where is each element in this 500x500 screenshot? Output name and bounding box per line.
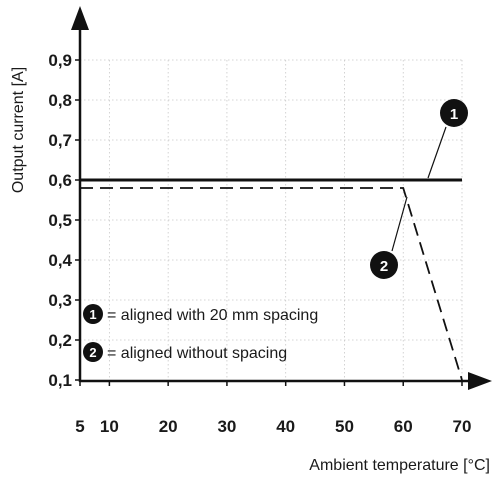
series-1-leader	[427, 126, 447, 179]
x-tick-label: 60	[394, 417, 413, 436]
legend-item-2: 2 = aligned without spacing	[83, 342, 287, 362]
grid	[80, 59, 463, 380]
x-tick-label: 20	[159, 417, 178, 436]
y-tick-label: 0,7	[48, 131, 72, 150]
svg-text:1: 1	[89, 307, 96, 322]
y-tick-label: 0,2	[48, 331, 72, 350]
series-2-marker: 2	[370, 251, 398, 279]
svg-text:1: 1	[450, 106, 458, 123]
svg-text:= aligned without spacing: = aligned without spacing	[107, 345, 287, 362]
y-tick-label: 0,4	[48, 251, 72, 270]
legend-item-1: 1 = aligned with 20 mm spacing	[83, 304, 318, 324]
y-tick-label: 0,3	[48, 291, 72, 310]
x-tick-label: 40	[276, 417, 295, 436]
x-tick-label: 70	[453, 417, 472, 436]
x-tick-label: 5	[75, 417, 84, 436]
y-tick-label: 0,5	[48, 211, 72, 230]
x-tick-label: 30	[217, 417, 236, 436]
series-2-line	[80, 187, 463, 381]
legend: 1 = aligned with 20 mm spacing 2 = align…	[83, 304, 318, 362]
series-2-leader	[391, 196, 408, 252]
svg-text:2: 2	[89, 345, 96, 360]
svg-text:2: 2	[380, 258, 388, 275]
y-tick-label: 0,8	[48, 91, 72, 110]
y-tick-label: 0,1	[48, 371, 72, 390]
y-tick-label: 0,6	[48, 171, 72, 190]
x-axis-arrow	[468, 372, 492, 390]
ticks: 0,1 0,2 0,3 0,4 0,5 0,6 0,7 0,8 0,9 5 10 20 30 40 50 60…	[48, 51, 471, 436]
x-tick-label: 10	[100, 417, 119, 436]
x-axis-title: Ambient temperature [°C]	[309, 457, 490, 474]
y-axis-title: Output current [A]	[10, 67, 27, 193]
svg-text:= aligned with 20 mm spacing: = aligned with 20 mm spacing	[107, 307, 318, 324]
x-tick-label: 50	[335, 417, 354, 436]
series	[80, 178, 463, 381]
y-tick-label: 0,9	[48, 51, 72, 70]
series-1-marker: 1	[440, 99, 468, 127]
y-axis-arrow	[71, 6, 89, 30]
